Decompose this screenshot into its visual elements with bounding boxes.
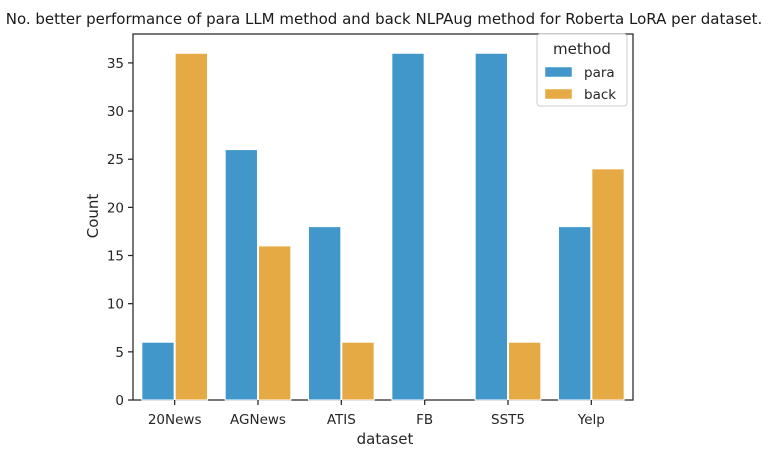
legend-label-back: back bbox=[584, 87, 616, 103]
y-axis-label: Count bbox=[84, 194, 102, 239]
y-axis: 0 5 10 15 20 25 30 35 bbox=[107, 56, 133, 409]
x-tick-label: SST5 bbox=[491, 412, 525, 428]
y-tick-label: 25 bbox=[107, 152, 124, 168]
bar-back-Yelp bbox=[591, 168, 625, 401]
legend-box bbox=[536, 33, 628, 107]
bar-para-Yelp bbox=[558, 226, 592, 401]
chart-title: No. better performance of para LLM metho… bbox=[6, 10, 763, 28]
x-axis-label: dataset bbox=[357, 430, 414, 448]
y-tick-label: 30 bbox=[107, 104, 124, 120]
y-tick-label: 15 bbox=[107, 249, 124, 265]
x-tick-label: AGNews bbox=[230, 412, 286, 428]
y-tick-label: 10 bbox=[107, 297, 124, 313]
bar-para-20News bbox=[141, 341, 175, 401]
x-tick-label: ATIS bbox=[327, 412, 356, 428]
x-axis: 20News AGNews ATIS FB SST5 Yelp bbox=[148, 400, 605, 428]
x-tick-label: FB bbox=[416, 412, 433, 428]
legend-swatch-para bbox=[544, 66, 573, 78]
y-tick-label: 20 bbox=[107, 200, 124, 216]
y-tick-label: 35 bbox=[107, 56, 124, 72]
bar-back-SST5 bbox=[508, 341, 542, 401]
bar-back-20News bbox=[174, 52, 209, 401]
bar-back-AGNews bbox=[258, 245, 292, 401]
legend: method para back bbox=[536, 33, 628, 107]
bar-para-AGNews bbox=[224, 149, 259, 401]
bar-para-FB bbox=[391, 52, 425, 401]
legend-swatch-back bbox=[544, 88, 573, 100]
bar-back-ATIS bbox=[341, 341, 375, 401]
x-tick-label: Yelp bbox=[577, 412, 605, 428]
legend-title: method bbox=[553, 40, 611, 58]
x-tick-label: 20News bbox=[148, 412, 202, 428]
legend-label-para: para bbox=[584, 65, 615, 81]
bars-group bbox=[141, 52, 625, 401]
bar-para-ATIS bbox=[308, 226, 342, 401]
bar-para-SST5 bbox=[474, 52, 508, 401]
y-tick-label: 0 bbox=[115, 393, 124, 409]
y-tick-label: 5 bbox=[115, 345, 124, 361]
